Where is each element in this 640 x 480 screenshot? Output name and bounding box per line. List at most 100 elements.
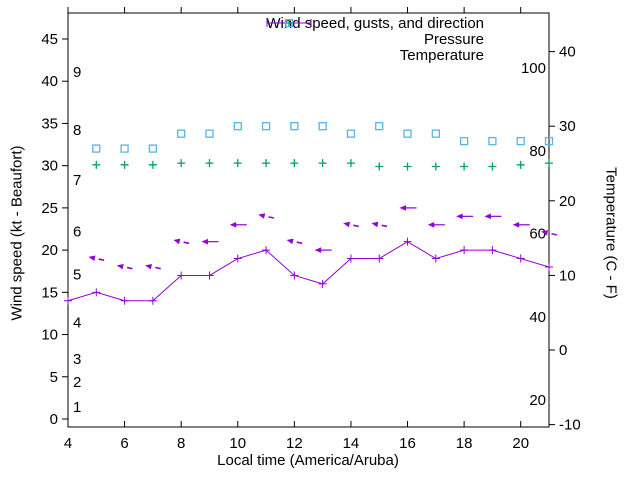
wind-point: [460, 246, 469, 255]
gust-direction-arrow-icon: [173, 238, 190, 245]
pressure-series: [92, 159, 553, 171]
celsius-tick-label: 20: [559, 193, 576, 210]
x-tick-label: 12: [286, 435, 303, 452]
pressure-point: [92, 160, 101, 169]
axis-ticks: [62, 7, 555, 427]
temperature-point: [261, 122, 271, 131]
pressure-point: [290, 159, 299, 168]
kt-tick-label: 30: [41, 158, 58, 175]
pressure-point: [545, 159, 553, 168]
beaufort-label: 9: [73, 64, 81, 81]
legend-label-pressure: Pressure: [423, 31, 484, 48]
legend: Wind speed, gusts, and direction Pressur…: [266, 16, 534, 64]
beaufort-label: 6: [73, 224, 81, 241]
pressure-point: [262, 159, 271, 168]
fahrenheit-label: 60: [529, 226, 546, 243]
beaufort-label: 4: [73, 315, 81, 332]
wind-point: [64, 296, 72, 305]
gust-arrows: [88, 205, 557, 270]
kt-tick-label: 20: [41, 242, 58, 259]
wind-line: [67, 241, 550, 302]
gust-direction-arrow-icon: [484, 213, 502, 220]
wind-point: [290, 271, 299, 280]
wind-point: [488, 246, 497, 255]
temperature-point: [318, 122, 327, 131]
pressure-point: [177, 159, 186, 168]
pressure-point: [318, 159, 327, 168]
gust-direction-arrow-icon: [116, 263, 133, 270]
legend-label-temperature: Temperature: [399, 47, 484, 64]
gust-direction-arrow-icon: [145, 263, 161, 270]
fahrenheit-scale-labels: 20 40 60 80 100: [521, 60, 546, 409]
gust-direction-arrow-icon: [371, 221, 388, 228]
legend-row-pressure: Pressure: [266, 19, 534, 48]
gust-direction-arrow-icon: [541, 230, 557, 236]
gust-direction-arrow-icon: [258, 213, 275, 219]
x-tick-label: 18: [456, 435, 473, 452]
x-tick-label: 8: [177, 435, 185, 452]
kt-tick-label: 45: [41, 31, 58, 48]
wind-point: [403, 237, 412, 246]
wind-point: [233, 254, 242, 263]
gust-direction-arrow-icon: [88, 255, 105, 262]
pressure-point: [516, 160, 525, 169]
temperature-point: [205, 129, 214, 138]
celsius-tick-label: 30: [559, 118, 576, 135]
wind-point: [205, 271, 214, 280]
gust-direction-arrow-icon: [314, 247, 332, 253]
kt-tick-label: 10: [41, 327, 58, 344]
right-y-axis-title: Temperature (C - F): [602, 167, 620, 299]
pressure-point: [403, 162, 412, 171]
temperature-point: [92, 144, 101, 153]
legend-label-wind: Wind speed, gusts, and direction: [266, 15, 484, 32]
beaufort-label: 1: [73, 399, 81, 416]
left-y-tick-labels: 0 5 10 15 20 25 30 35 40 45: [41, 31, 58, 428]
temperature-point: [544, 136, 554, 146]
temperature-point: [516, 136, 525, 146]
pressure-point: [233, 159, 242, 168]
pressure-point: [120, 160, 129, 169]
wind-series: [64, 237, 553, 305]
temperature-series: [92, 122, 554, 153]
gust-direction-arrow-icon: [399, 205, 417, 211]
pressure-point: [148, 160, 157, 169]
wind-line-sample-icon: [266, 17, 534, 31]
gust-direction-arrow-icon: [512, 221, 530, 228]
gust-direction-arrow-icon: [229, 221, 247, 228]
wind-point: [92, 288, 101, 297]
temperature-point: [233, 122, 242, 131]
fahrenheit-label: 40: [529, 309, 546, 326]
wind-point: [431, 254, 440, 263]
beaufort-label: 3: [73, 351, 81, 368]
kt-tick-label: 35: [41, 115, 58, 132]
wind-point: [318, 279, 327, 288]
beaufort-label: 8: [73, 122, 81, 139]
temperature-point: [375, 122, 384, 131]
left-y-axis-title: Wind speed (kt - Beaufort): [8, 145, 26, 321]
temperature-point: [177, 129, 186, 138]
gust-direction-arrow-icon: [427, 221, 445, 228]
gust-direction-arrow-icon: [456, 213, 474, 220]
right-y-tick-labels: -10 0 10 20 30 40: [559, 44, 581, 434]
kt-tick-label: 0: [50, 411, 58, 428]
wind-point: [545, 263, 553, 271]
x-tick-label: 16: [399, 435, 416, 452]
celsius-tick-label: 40: [559, 44, 576, 61]
wind-point: [346, 254, 355, 263]
x-tick-label: 6: [120, 435, 128, 452]
pressure-point: [346, 159, 355, 168]
plot-border: [67, 12, 550, 428]
x-tick-label: 4: [64, 435, 72, 452]
temperature-point: [120, 144, 129, 153]
gust-direction-arrow-icon: [343, 221, 359, 228]
beaufort-label: 7: [73, 172, 81, 189]
kt-tick-label: 5: [50, 369, 58, 386]
x-tick-label: 10: [229, 435, 246, 452]
kt-tick-label: 40: [41, 73, 58, 90]
fahrenheit-label: 100: [521, 60, 546, 77]
fahrenheit-label: 80: [529, 143, 546, 160]
temperature-point: [346, 129, 356, 138]
x-tick-label: 14: [343, 435, 360, 452]
x-tick-labels: 4 6 8 10 12 14 16 18 20: [64, 435, 529, 452]
